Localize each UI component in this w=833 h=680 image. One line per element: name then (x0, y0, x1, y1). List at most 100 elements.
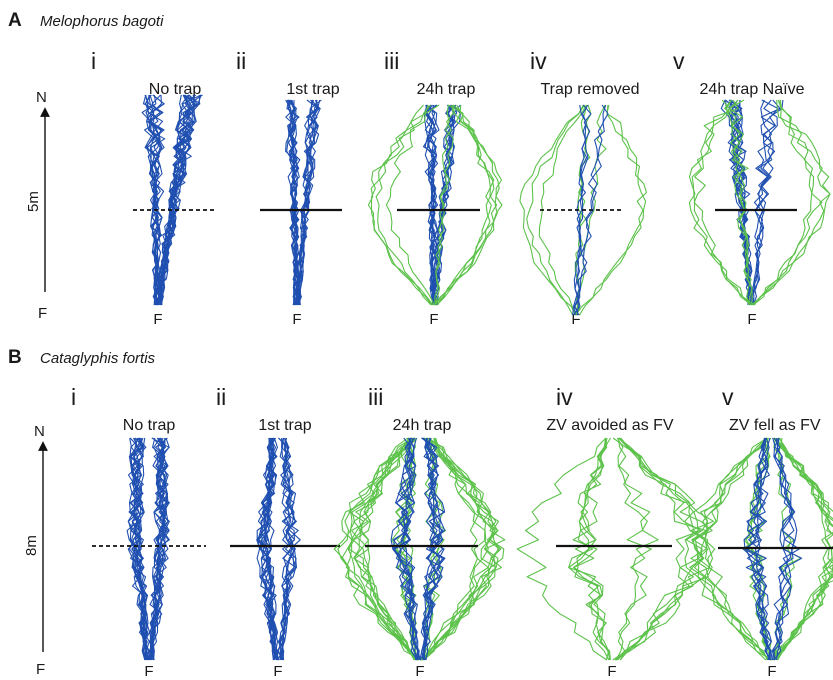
row-b-feeder-label: F (36, 661, 45, 678)
green-route (773, 437, 833, 661)
row-a-panel-v: v 24h trap Naïve F (673, 48, 831, 328)
panel-roman: i (71, 384, 76, 410)
blue-route (751, 99, 784, 306)
green-route (420, 437, 447, 661)
panel-title: Trap removed (541, 81, 640, 98)
green-route (352, 437, 419, 661)
green-route (688, 99, 755, 306)
panel-feeder-label: F (607, 663, 616, 680)
green-route (568, 437, 611, 661)
blue-route (394, 437, 418, 661)
panel-title: 24h trap (417, 81, 476, 98)
green-route (751, 99, 815, 306)
panel-feeder-label: F (415, 663, 424, 680)
blue-route (289, 99, 300, 306)
green-route (575, 104, 647, 316)
blue-route (276, 437, 298, 661)
blue-route (421, 437, 445, 661)
blue-route (258, 437, 279, 661)
row-a-north-label: N (36, 89, 47, 106)
green-route (685, 437, 769, 661)
blue-route (128, 437, 150, 661)
panel-title: 24h trap (393, 417, 452, 434)
green-route (367, 104, 440, 306)
blue-route (256, 437, 275, 661)
green-route (753, 99, 831, 306)
green-route (752, 99, 823, 306)
green-route (693, 99, 752, 306)
green-route (724, 99, 752, 306)
green-route (341, 437, 415, 661)
panel-title: 1st trap (286, 81, 339, 98)
blue-route (419, 437, 445, 661)
green-route (434, 104, 491, 306)
row-a-panel-iv: iv Trap removed F (519, 48, 647, 328)
row-a-letter: A (8, 10, 22, 31)
green-route (616, 437, 659, 661)
blue-route (127, 437, 151, 661)
panel-feeder-label: F (571, 311, 580, 328)
panel-title: ZV avoided as FV (546, 417, 674, 434)
blue-route (150, 437, 170, 661)
green-route (616, 437, 713, 661)
panel-title: 1st trap (258, 417, 311, 434)
green-route (614, 437, 716, 661)
green-route (423, 437, 503, 661)
row-a-feeder-label: F (38, 305, 47, 322)
row-a-species: Melophorus bagoti (40, 13, 164, 30)
panel-feeder-label: F (292, 311, 301, 328)
green-route (420, 437, 502, 661)
panel-feeder-label: F (144, 663, 153, 680)
row-b-panel-iii: iii 24h trap F (333, 384, 506, 680)
row-a-distance-label: 5m (25, 191, 42, 212)
green-route (612, 437, 705, 661)
blue-route (261, 437, 279, 661)
row-b-species: Cataglyphis fortis (40, 350, 156, 367)
blue-route (400, 437, 420, 661)
blue-route (278, 437, 297, 660)
panel-roman: iii (368, 384, 383, 410)
blue-route (156, 94, 196, 306)
green-route (421, 437, 500, 661)
blue-route (398, 437, 421, 661)
panel-roman: v (673, 48, 685, 74)
blue-route (149, 437, 170, 661)
green-route (526, 104, 584, 316)
blue-route (392, 437, 420, 661)
blue-route (286, 99, 300, 306)
blue-route (752, 99, 776, 306)
blue-route (126, 437, 148, 661)
green-route (422, 437, 489, 661)
blue-route (296, 99, 318, 306)
row-a-panels: i No trap F ii 1st trap F iii 24h trap F… (91, 48, 831, 328)
row-a-panel-i: i No trap F (91, 48, 215, 328)
row-a-panel-iii: iii 24h trap F (367, 48, 503, 328)
panel-feeder-label: F (747, 311, 756, 328)
panel-roman: ii (236, 48, 246, 74)
green-route (694, 437, 772, 661)
green-route (519, 104, 586, 316)
panel-roman: iv (530, 48, 547, 74)
blue-route (296, 99, 321, 306)
blue-route (422, 437, 441, 661)
panel-title: ZV fell as FV (729, 417, 821, 434)
blue-route (158, 94, 202, 306)
green-route (704, 437, 769, 661)
panel-roman: iv (556, 384, 573, 410)
blue-route (392, 437, 419, 661)
green-route (385, 104, 435, 306)
route-paths (367, 104, 503, 306)
green-route (423, 437, 497, 661)
green-route (615, 437, 652, 661)
row-b-north-label: N (34, 423, 45, 440)
row-b-panel-ii: ii 1st trap F (216, 384, 340, 680)
panel-roman: iii (384, 48, 399, 74)
blue-route (421, 437, 445, 661)
blue-route (146, 94, 163, 306)
route-paths (688, 99, 831, 306)
blue-route (426, 104, 437, 306)
route-paths (126, 437, 170, 661)
panel-roman: ii (216, 384, 226, 410)
blue-route (158, 94, 202, 306)
